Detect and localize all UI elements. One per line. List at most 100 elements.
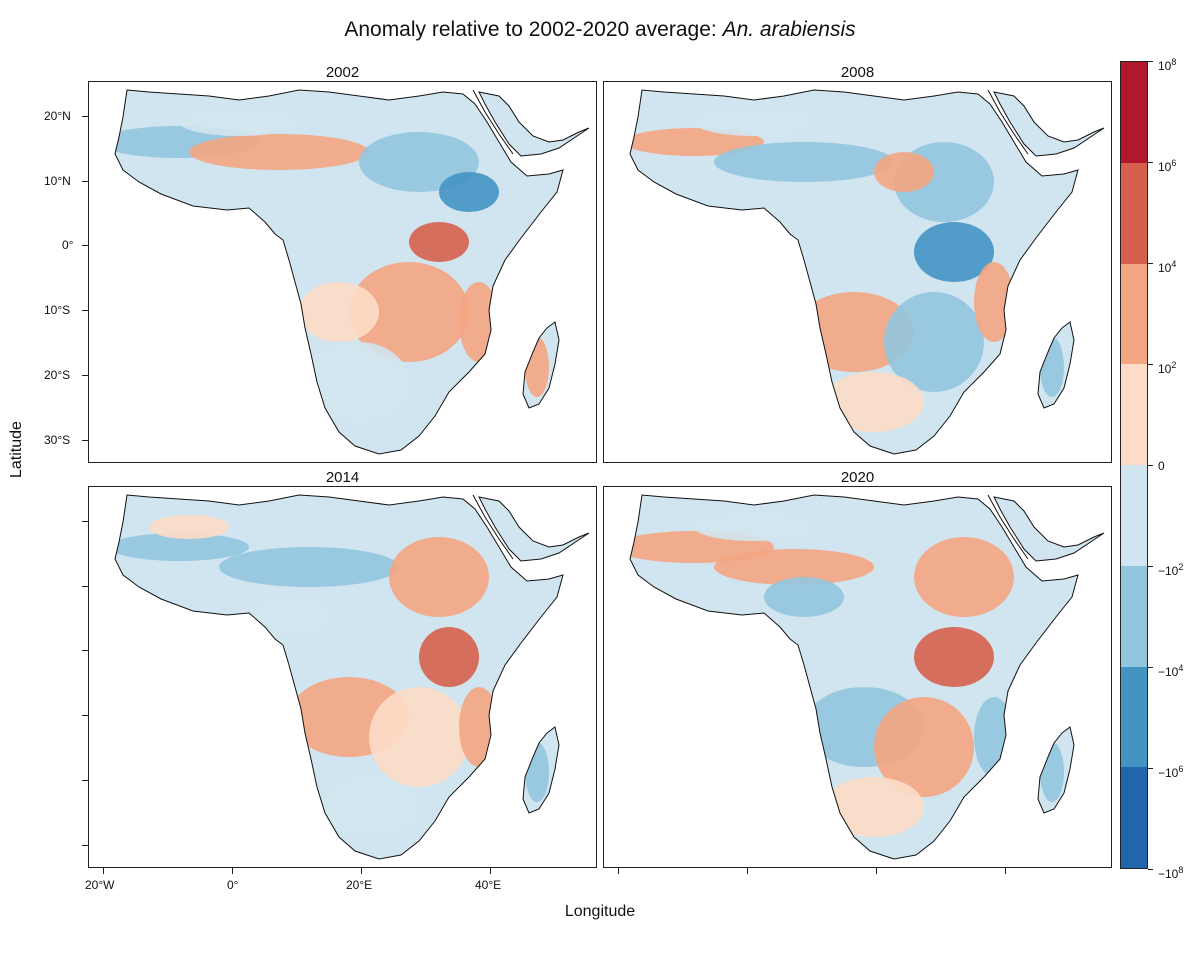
anomaly-region [874,152,934,192]
lat-tick-mark [82,440,88,441]
red-sea-coast [472,494,514,560]
lat-tick-label: 20°S [44,368,71,382]
legend-tick [1148,768,1153,769]
legend-swatch [1121,767,1147,868]
legend-label: 106 [1158,158,1177,174]
lon-tick-mark [876,868,877,874]
panel-title-2002: 2002 [325,64,360,81]
coastline [114,494,564,860]
panel-title-2008: 2008 [840,64,875,81]
legend-tick [1148,263,1153,264]
coastline [1037,321,1075,409]
anomaly-region [309,342,409,422]
anomaly-region [974,262,1014,342]
legend-label: 0 [1158,459,1165,473]
lat-tick-label: 10°S [44,303,71,317]
red-sea-coast [987,89,1029,155]
africa-map-2020 [629,494,1105,860]
lon-tick-mark [747,868,748,874]
africa-map-2002 [114,89,590,455]
lon-tick-mark [361,868,362,874]
coastline [993,91,1105,157]
y-axis-title: Latitude [8,421,25,478]
anomaly-region [1040,742,1064,802]
anomaly-region [369,687,469,787]
coastline [1037,726,1075,814]
panel-title-2014: 2014 [325,469,360,486]
anomaly-region [359,132,479,192]
anomaly-region [914,222,994,282]
red-sea-coast [987,494,1029,560]
map-panel-2020 [603,486,1112,868]
anomaly-region [249,597,329,637]
lat-tick-mark [82,845,88,846]
color-legend [1120,61,1148,869]
lat-tick-label: 30°S [44,433,71,447]
coastline [114,89,564,455]
red-sea-coast [472,89,514,155]
lat-tick-label: 20°N [44,109,71,123]
anomaly-region [219,547,399,587]
anomaly-region [439,172,499,212]
lat-tick-mark [82,375,88,376]
coastline [478,496,590,562]
anomaly-region [149,515,229,539]
coastline [522,726,560,814]
legend-tick [1148,566,1153,567]
map-panel-2014 [88,486,597,868]
x-axis-title: Longitude [564,903,636,920]
anomaly-region [694,513,814,541]
anomaly-region [1040,337,1064,397]
lat-tick-label: 0° [62,238,74,252]
lon-tick-mark [618,868,619,874]
coastline [993,496,1105,562]
anomaly-region [914,627,994,687]
legend-label: 104 [1158,259,1177,275]
legend-swatch [1121,62,1147,163]
lat-tick-mark [82,116,88,117]
lon-tick-label: 20°W [85,878,115,892]
anomaly-region [389,537,489,617]
legend-tick [1148,364,1153,365]
lat-tick-label: 10°N [44,174,71,188]
anomaly-region [714,549,874,585]
africa-map-2014 [114,494,590,860]
coastline [629,494,1079,860]
lat-tick-mark [82,650,88,651]
anomaly-region [764,577,844,617]
anomaly-region [714,142,894,182]
legend-label: −108 [1158,865,1184,881]
anomaly-region [694,108,814,136]
coastline [522,321,560,409]
species-name: An. arabiensis [722,18,856,41]
coastline [478,91,590,157]
lon-tick-mark [103,868,104,874]
legend-swatch [1121,364,1147,465]
anomaly-region [189,134,369,170]
map-panel-2008 [603,81,1112,463]
figure-title: Anomaly relative to 2002-2020 average: A… [344,18,856,41]
lat-tick-mark [82,521,88,522]
legend-label: −104 [1158,663,1184,679]
lon-tick-label: 20°E [346,878,373,892]
africa-map-2008 [629,89,1105,455]
legend-label: −106 [1158,764,1184,780]
lat-tick-mark [82,586,88,587]
legend-swatch [1121,263,1147,365]
lat-tick-mark [82,181,88,182]
coastline [629,89,1079,455]
lat-tick-mark [82,780,88,781]
lon-tick-mark [1005,868,1006,874]
anomaly-region [459,282,499,362]
lon-tick-mark [490,868,491,874]
legend-tick [1148,61,1153,62]
lat-tick-mark [82,715,88,716]
legend-swatch [1121,465,1147,566]
legend-tick [1148,869,1153,870]
anomaly-region [459,687,499,767]
lon-tick-label: 40°E [475,878,502,892]
anomaly-region [630,128,764,156]
map-panel-2002 [88,81,597,463]
lon-tick-label: 0° [227,878,239,892]
legend-swatch [1121,565,1147,667]
